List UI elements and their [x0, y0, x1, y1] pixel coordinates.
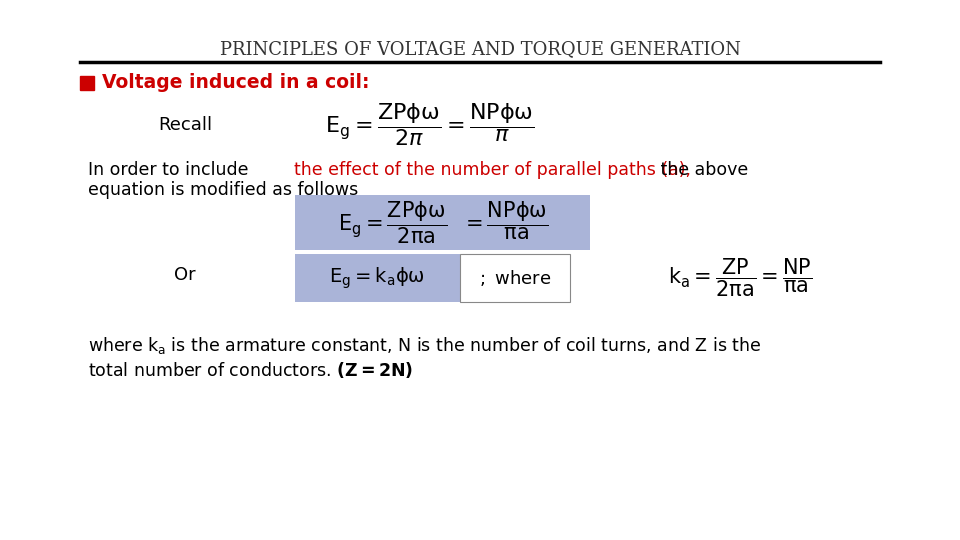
Text: Or: Or: [174, 266, 196, 284]
Text: Voltage induced in a coil:: Voltage induced in a coil:: [102, 72, 370, 91]
Text: total number of conductors. $\mathbf{(Z = 2N)}$: total number of conductors. $\mathbf{(Z …: [88, 360, 413, 380]
Text: PRINCIPLES OF VOLTAGE AND TORQUE GENERATION: PRINCIPLES OF VOLTAGE AND TORQUE GENERAT…: [220, 40, 740, 58]
Text: equation is modified as follows: equation is modified as follows: [88, 181, 358, 199]
Text: where $\mathrm{k_a}$ is the armature constant, N is the number of coil turns, an: where $\mathrm{k_a}$ is the armature con…: [88, 334, 761, 355]
FancyBboxPatch shape: [295, 195, 590, 250]
Text: the effect of the number of parallel paths (a),: the effect of the number of parallel pat…: [294, 161, 691, 179]
Text: In order to include: In order to include: [88, 161, 254, 179]
Text: $\mathrm{E_g =\dfrac{ZP\phi\omega}{2\pi a} \ \ =\dfrac{NP\phi\omega}{\pi a}}$: $\mathrm{E_g =\dfrac{ZP\phi\omega}{2\pi …: [338, 200, 548, 246]
FancyBboxPatch shape: [460, 254, 570, 302]
Text: the above: the above: [655, 161, 748, 179]
Text: $\mathrm{E_g = k_a\phi\omega}$: $\mathrm{E_g = k_a\phi\omega}$: [329, 265, 425, 291]
FancyBboxPatch shape: [295, 254, 460, 302]
Bar: [80, 76, 94, 90]
Text: Recall: Recall: [158, 116, 212, 134]
Text: $\mathrm{E_g} = \dfrac{\mathrm{ZP\phi\omega}}{2\pi} = \dfrac{\mathrm{NP\phi\omeg: $\mathrm{E_g} = \dfrac{\mathrm{ZP\phi\om…: [325, 102, 535, 148]
Text: $\mathrm{k_a = \dfrac{ZP}{2\pi a} = \dfrac{NP}{\pi a}}$: $\mathrm{k_a = \dfrac{ZP}{2\pi a} = \dfr…: [668, 256, 812, 299]
Text: $\mathrm{; \ where}$: $\mathrm{; \ where}$: [479, 268, 551, 288]
